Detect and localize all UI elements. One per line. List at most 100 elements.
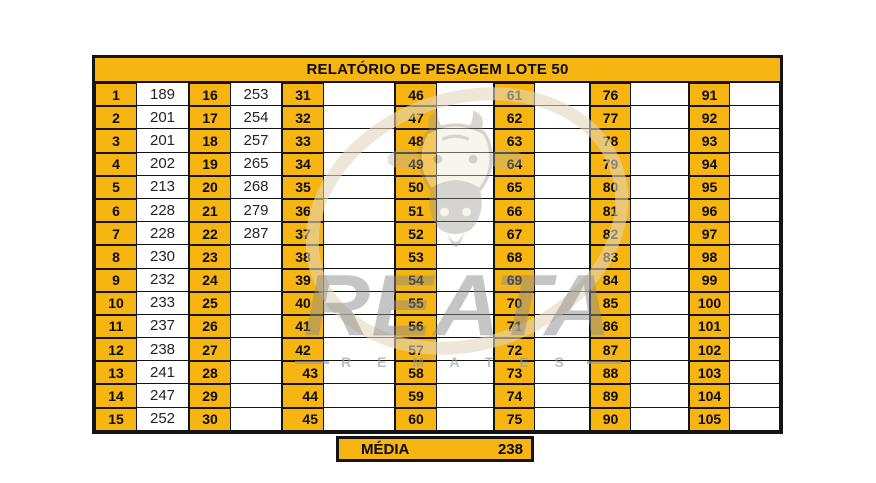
weight-value-cell: [631, 384, 689, 408]
lot-number-cell: 48: [395, 129, 437, 153]
weight-value-cell: 279: [231, 198, 282, 223]
lot-number-cell: 13: [95, 361, 137, 385]
lot-number-cell: 44: [282, 384, 324, 408]
lot-number-cell: 99: [689, 268, 730, 292]
lot-number-cell: 91: [689, 83, 730, 107]
weight-value-cell: [631, 245, 689, 269]
lot-number-cell: 75: [494, 407, 535, 431]
weight-value-cell: 232: [137, 268, 189, 292]
weight-value-cell: [730, 245, 780, 269]
weight-value-cell: [631, 198, 689, 223]
weight-value-cell: 228: [137, 198, 189, 223]
lot-number-cell: 28: [189, 361, 231, 385]
lot-number-cell: 34: [282, 152, 324, 176]
lot-number-cell: 24: [189, 268, 231, 292]
weight-value-cell: [324, 222, 395, 246]
lot-number-cell: 81: [590, 198, 631, 223]
weight-value-cell: [535, 268, 590, 292]
lot-number-cell: 19: [189, 152, 231, 176]
lot-number-cell: 5: [95, 175, 137, 199]
lot-number-cell: 52: [395, 222, 437, 246]
weight-value-cell: [231, 291, 282, 315]
weight-value-cell: [535, 384, 590, 408]
weight-value-cell: 241: [137, 361, 189, 385]
weight-value-cell: [324, 152, 395, 176]
weight-value-cell: [730, 106, 780, 130]
weight-value-cell: [437, 384, 494, 408]
weight-value-cell: [231, 245, 282, 269]
lot-number-cell: 21: [189, 198, 231, 223]
weight-value-cell: [437, 198, 494, 223]
lot-number-cell: 53: [395, 245, 437, 269]
lot-number-cell: 72: [494, 338, 535, 362]
weight-value-cell: [730, 129, 780, 153]
weight-value-cell: [535, 314, 590, 339]
lot-number-cell: 4: [95, 152, 137, 176]
weight-value-cell: 233: [137, 291, 189, 315]
report-title: RELATÓRIO DE PESAGEM LOTE 50: [95, 58, 780, 83]
weight-value-cell: 287: [231, 222, 282, 246]
lot-number-cell: 3: [95, 129, 137, 153]
weight-value-cell: [535, 361, 590, 385]
weight-value-cell: [730, 268, 780, 292]
weight-value-cell: [730, 175, 780, 199]
weight-value-cell: [631, 361, 689, 385]
weight-value-cell: [730, 407, 780, 431]
weight-value-cell: [730, 384, 780, 408]
lot-number-cell: 94: [689, 152, 730, 176]
weight-value-cell: [231, 384, 282, 408]
weight-value-cell: [231, 314, 282, 339]
lot-number-cell: 86: [590, 314, 631, 339]
weight-value-cell: [730, 152, 780, 176]
weight-value-cell: 201: [137, 129, 189, 153]
weight-value-cell: [631, 83, 689, 107]
weight-value-cell: [631, 175, 689, 199]
lot-number-cell: 27: [189, 338, 231, 362]
weighing-grid: 1 189 16 253 31 46 61 76 91 2 201 17 254 32 47 62 77 92 3 2…: [95, 83, 780, 431]
lot-number-cell: 10: [95, 291, 137, 315]
weight-value-cell: 254: [231, 106, 282, 130]
lot-number-cell: 103: [689, 361, 730, 385]
lot-number-cell: 31: [282, 83, 324, 107]
lot-number-cell: 11: [95, 314, 137, 339]
lot-number-cell: 50: [395, 175, 437, 199]
lot-number-cell: 79: [590, 152, 631, 176]
weight-value-cell: [437, 106, 494, 130]
lot-number-cell: 82: [590, 222, 631, 246]
lot-number-cell: 29: [189, 384, 231, 408]
lot-number-cell: 55: [395, 291, 437, 315]
lot-number-cell: 95: [689, 175, 730, 199]
weight-value-cell: [437, 361, 494, 385]
weight-value-cell: 189: [137, 83, 189, 107]
lot-number-cell: 62: [494, 106, 535, 130]
lot-number-cell: 57: [395, 338, 437, 362]
weight-value-cell: 257: [231, 129, 282, 153]
lot-number-cell: 66: [494, 198, 535, 223]
lot-number-cell: 74: [494, 384, 535, 408]
lot-number-cell: 97: [689, 222, 730, 246]
weight-value-cell: [535, 407, 590, 431]
lot-number-cell: 61: [494, 83, 535, 107]
lot-number-cell: 12: [95, 338, 137, 362]
weight-value-cell: [231, 407, 282, 431]
weight-value-cell: [437, 83, 494, 107]
lot-number-cell: 26: [189, 314, 231, 339]
weight-value-cell: [324, 291, 395, 315]
lot-number-cell: 35: [282, 175, 324, 199]
weight-value-cell: 237: [137, 314, 189, 339]
weight-value-cell: [324, 175, 395, 199]
lot-number-cell: 73: [494, 361, 535, 385]
weight-value-cell: [324, 83, 395, 107]
media-summary-box: MÉDIA 238: [336, 436, 534, 462]
weight-value-cell: [437, 152, 494, 176]
weight-value-cell: 268: [231, 175, 282, 199]
weight-value-cell: 253: [231, 83, 282, 107]
lot-number-cell: 65: [494, 175, 535, 199]
weight-value-cell: [535, 198, 590, 223]
lot-number-cell: 68: [494, 245, 535, 269]
lot-number-cell: 20: [189, 175, 231, 199]
weight-value-cell: [730, 198, 780, 223]
lot-number-cell: 78: [590, 129, 631, 153]
weight-value-cell: [324, 268, 395, 292]
weight-value-cell: 252: [137, 407, 189, 431]
